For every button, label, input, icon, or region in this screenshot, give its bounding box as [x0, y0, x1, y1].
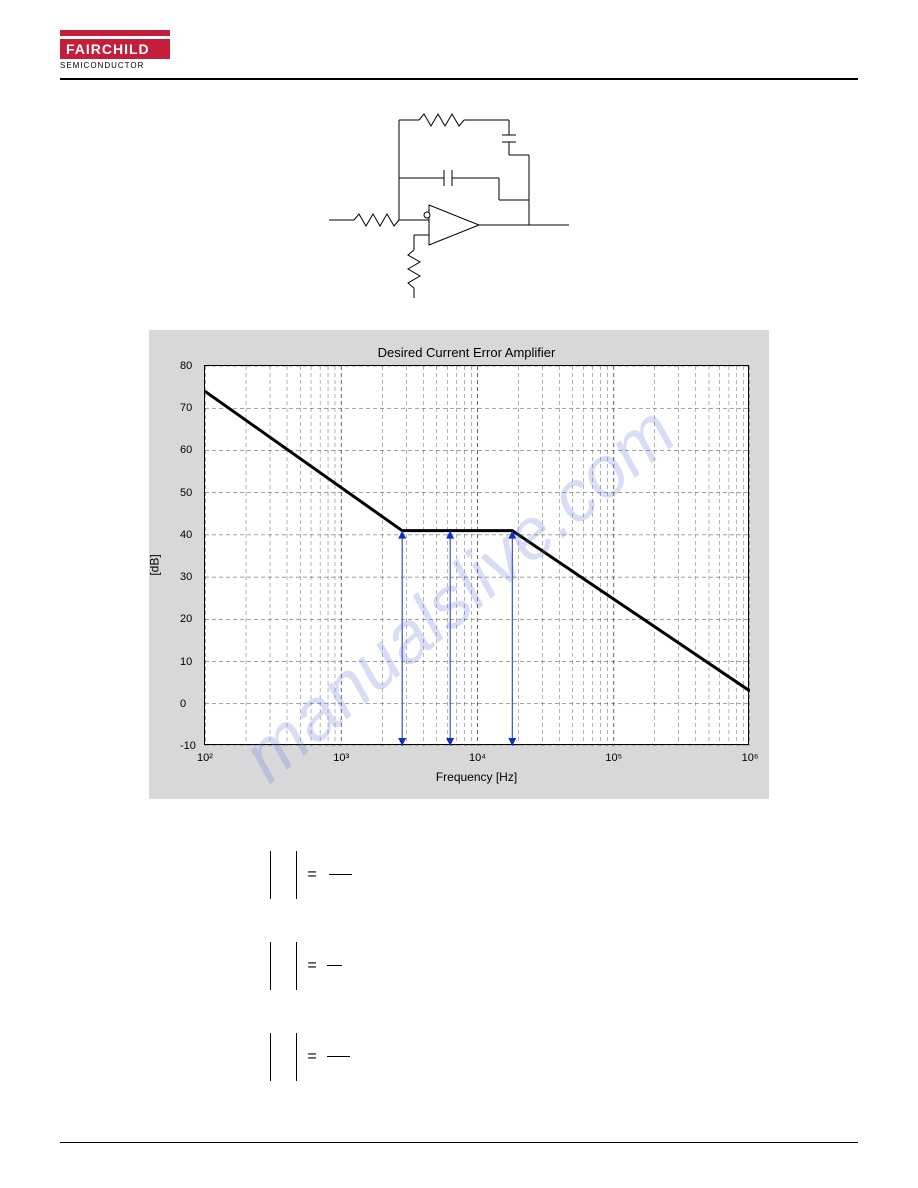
chart-ylabel: [dB] — [148, 554, 162, 575]
page-header: FAIRCHILD SEMICONDUCTOR — [60, 30, 858, 80]
ytick-label: 20 — [180, 613, 192, 625]
chart-title: Desired Current Error Amplifier — [184, 345, 749, 360]
ytick-label: 50 — [180, 487, 192, 499]
equation-3: = — [260, 1021, 858, 1092]
circuit-schematic — [60, 100, 858, 300]
plot-svg — [205, 366, 750, 746]
ytick-label: 10 — [180, 656, 192, 668]
chart-xlabel: Frequency [Hz] — [204, 770, 749, 784]
xtick-label: 10² — [197, 752, 213, 764]
xtick-label: 10⁴ — [469, 752, 486, 764]
plot-area: -100102030405060708010²10³10⁴10⁵10⁶ — [204, 365, 749, 745]
ytick-label: 60 — [180, 444, 192, 456]
footer-rule — [60, 1142, 858, 1143]
xtick-label: 10⁶ — [742, 752, 759, 764]
equation-2: = — [260, 930, 858, 1001]
equation-1: = — [260, 839, 858, 910]
xtick-label: 10⁵ — [605, 752, 622, 764]
logo-sub-text: SEMICONDUCTOR — [60, 61, 170, 70]
ytick-label: 80 — [180, 360, 192, 372]
ytick-label: 30 — [180, 571, 192, 583]
xtick-label: 10³ — [333, 752, 349, 764]
fairchild-logo: FAIRCHILD SEMICONDUCTOR — [60, 30, 170, 70]
opamp-circuit-svg — [319, 100, 599, 300]
ytick-label: 40 — [180, 529, 192, 541]
ytick-label: 70 — [180, 402, 192, 414]
logo-main-text: FAIRCHILD — [60, 39, 170, 59]
equations-block: = = = — [260, 839, 858, 1092]
bode-chart: Desired Current Error Amplifier [dB] -10… — [149, 330, 769, 799]
ytick-label: -10 — [180, 740, 196, 752]
ytick-label: 0 — [180, 698, 186, 710]
